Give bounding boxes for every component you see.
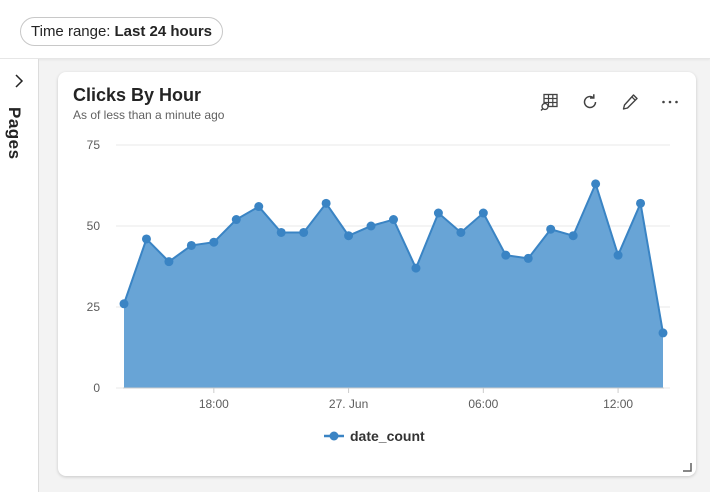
data-point[interactable] [141, 234, 151, 244]
more-icon [662, 100, 678, 104]
series-area [124, 183, 663, 388]
legend-label: date_count [350, 428, 425, 444]
data-point[interactable] [164, 257, 174, 267]
data-point[interactable] [366, 221, 376, 231]
card-title: Clicks By Hour [73, 85, 202, 105]
data-point[interactable] [501, 250, 511, 260]
pages-panel[interactable]: Pages [0, 59, 39, 492]
data-point[interactable] [456, 227, 466, 237]
time-range-value: Last 24 hours [114, 23, 213, 40]
resize-handle-icon[interactable] [682, 462, 692, 472]
chart-card: Clicks By Hour As of less than a minute … [58, 72, 696, 476]
chart-legend[interactable]: date_count [324, 428, 425, 444]
y-tick-label: 75 [87, 138, 101, 152]
data-point[interactable] [433, 208, 443, 218]
data-point[interactable] [119, 299, 129, 309]
data-point[interactable] [546, 224, 556, 234]
data-point[interactable] [321, 198, 331, 208]
refresh-icon [583, 94, 597, 109]
x-tick-label: 27. Jun [329, 397, 368, 411]
table-explore-icon [540, 93, 558, 111]
data-point[interactable] [636, 198, 646, 208]
data-point[interactable] [254, 202, 264, 212]
data-point[interactable] [299, 227, 309, 237]
data-point[interactable] [591, 179, 601, 189]
data-point[interactable] [186, 240, 196, 250]
data-point[interactable] [658, 328, 668, 338]
edit-button[interactable] [610, 90, 650, 114]
data-point[interactable] [344, 231, 354, 241]
card-actions [530, 90, 690, 114]
chevron-right-icon[interactable] [11, 73, 27, 89]
data-point[interactable] [231, 215, 241, 225]
data-point[interactable] [478, 208, 488, 218]
x-tick-label: 12:00 [603, 397, 633, 411]
explore-table-button[interactable] [530, 90, 570, 114]
data-point[interactable] [568, 231, 578, 241]
edit-icon [622, 94, 638, 110]
x-tick-label: 18:00 [199, 397, 229, 411]
time-range-filter[interactable]: Time range: Last 24 hours [20, 17, 224, 46]
refresh-button[interactable] [570, 90, 610, 114]
data-point[interactable] [523, 253, 533, 263]
legend-swatch [324, 431, 344, 441]
more-options-button[interactable] [650, 90, 690, 114]
data-point[interactable] [411, 263, 421, 273]
y-tick-label: 50 [87, 219, 101, 233]
x-tick-label: 06:00 [468, 397, 498, 411]
pages-label: Pages [5, 107, 24, 160]
y-tick-label: 25 [87, 300, 101, 314]
data-point[interactable] [209, 237, 219, 247]
data-point[interactable] [276, 227, 286, 237]
data-point[interactable] [613, 250, 623, 260]
data-point[interactable] [389, 215, 398, 225]
y-tick-label: 0 [93, 381, 100, 395]
clicks-area-chart: 0 25 50 75 18:00 27. Jun 06:00 12:00 [87, 138, 670, 411]
top-filter-bar: Time range: Last 24 hours [0, 0, 710, 59]
time-range-label: Time range: [31, 23, 111, 40]
card-subtitle: As of less than a minute ago [73, 108, 225, 122]
